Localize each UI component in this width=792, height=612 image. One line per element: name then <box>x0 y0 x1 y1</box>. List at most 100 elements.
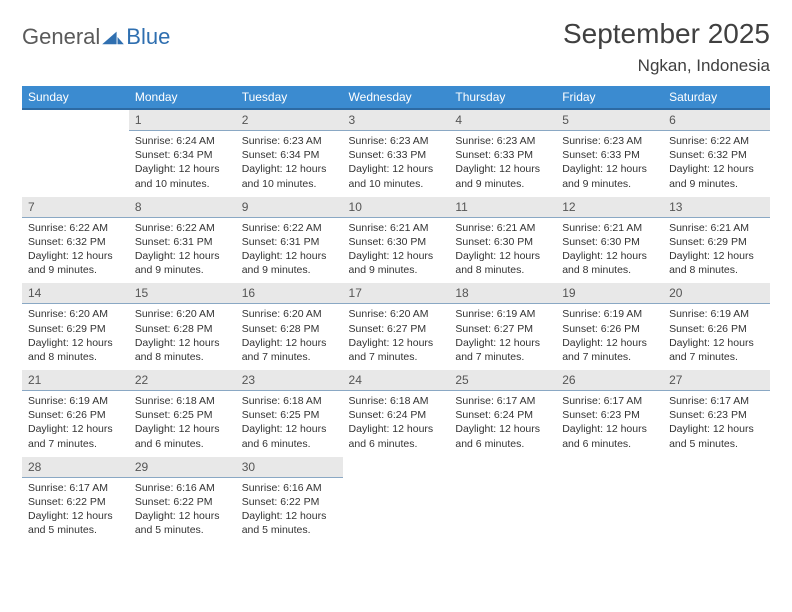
triangle-icon <box>102 28 124 46</box>
day-details: Sunrise: 6:16 AMSunset: 6:22 PMDaylight:… <box>236 478 343 544</box>
weekday-header: Wednesday <box>343 86 450 109</box>
day-number: 8 <box>129 197 236 218</box>
sunset-line: Sunset: 6:28 PM <box>135 322 230 336</box>
day-number-empty <box>22 110 129 130</box>
weekday-header: Sunday <box>22 86 129 109</box>
sunset-line: Sunset: 6:27 PM <box>455 322 550 336</box>
daylight-line: Daylight: 12 hours and 6 minutes. <box>242 422 337 450</box>
day-number: 2 <box>236 110 343 131</box>
sunrise-line: Sunrise: 6:18 AM <box>242 394 337 408</box>
sunrise-line: Sunrise: 6:20 AM <box>135 307 230 321</box>
sunset-line: Sunset: 6:33 PM <box>349 148 444 162</box>
calendar-cell: 30Sunrise: 6:16 AMSunset: 6:22 PMDayligh… <box>236 457 343 544</box>
day-number: 11 <box>449 197 556 218</box>
sunset-line: Sunset: 6:22 PM <box>28 495 123 509</box>
day-details: Sunrise: 6:17 AMSunset: 6:22 PMDaylight:… <box>22 478 129 544</box>
sunset-line: Sunset: 6:24 PM <box>349 408 444 422</box>
calendar-cell: 13Sunrise: 6:21 AMSunset: 6:29 PMDayligh… <box>663 197 770 284</box>
day-number: 4 <box>449 110 556 131</box>
daylight-line: Daylight: 12 hours and 8 minutes. <box>28 336 123 364</box>
day-details: Sunrise: 6:16 AMSunset: 6:22 PMDaylight:… <box>129 478 236 544</box>
location: Ngkan, Indonesia <box>563 56 770 76</box>
sunrise-line: Sunrise: 6:22 AM <box>242 221 337 235</box>
sunrise-line: Sunrise: 6:17 AM <box>28 481 123 495</box>
sunrise-line: Sunrise: 6:20 AM <box>28 307 123 321</box>
sunset-line: Sunset: 6:29 PM <box>28 322 123 336</box>
calendar-cell: 22Sunrise: 6:18 AMSunset: 6:25 PMDayligh… <box>129 370 236 457</box>
day-details: Sunrise: 6:22 AMSunset: 6:32 PMDaylight:… <box>22 218 129 284</box>
calendar-cell: 23Sunrise: 6:18 AMSunset: 6:25 PMDayligh… <box>236 370 343 457</box>
sunrise-line: Sunrise: 6:22 AM <box>28 221 123 235</box>
day-number: 1 <box>129 110 236 131</box>
calendar-week: 7Sunrise: 6:22 AMSunset: 6:32 PMDaylight… <box>22 197 770 284</box>
day-details: Sunrise: 6:23 AMSunset: 6:33 PMDaylight:… <box>556 131 663 197</box>
daylight-line: Daylight: 12 hours and 7 minutes. <box>669 336 764 364</box>
sunset-line: Sunset: 6:30 PM <box>562 235 657 249</box>
calendar-cell: 25Sunrise: 6:17 AMSunset: 6:24 PMDayligh… <box>449 370 556 457</box>
calendar-cell <box>22 109 129 197</box>
day-details: Sunrise: 6:23 AMSunset: 6:33 PMDaylight:… <box>343 131 450 197</box>
logo-text-general: General <box>22 24 100 50</box>
daylight-line: Daylight: 12 hours and 7 minutes. <box>28 422 123 450</box>
title-block: September 2025 Ngkan, Indonesia <box>563 18 770 76</box>
calendar-cell: 10Sunrise: 6:21 AMSunset: 6:30 PMDayligh… <box>343 197 450 284</box>
sunrise-line: Sunrise: 6:22 AM <box>135 221 230 235</box>
sunrise-line: Sunrise: 6:20 AM <box>349 307 444 321</box>
sunrise-line: Sunrise: 6:18 AM <box>349 394 444 408</box>
sunrise-line: Sunrise: 6:21 AM <box>669 221 764 235</box>
day-number: 17 <box>343 283 450 304</box>
day-details: Sunrise: 6:20 AMSunset: 6:28 PMDaylight:… <box>236 304 343 370</box>
daylight-line: Daylight: 12 hours and 10 minutes. <box>135 162 230 190</box>
sunset-line: Sunset: 6:33 PM <box>455 148 550 162</box>
calendar-cell <box>663 457 770 544</box>
calendar-cell <box>343 457 450 544</box>
calendar-cell <box>556 457 663 544</box>
day-number: 7 <box>22 197 129 218</box>
day-details: Sunrise: 6:19 AMSunset: 6:26 PMDaylight:… <box>556 304 663 370</box>
day-number: 16 <box>236 283 343 304</box>
day-details: Sunrise: 6:20 AMSunset: 6:29 PMDaylight:… <box>22 304 129 370</box>
daylight-line: Daylight: 12 hours and 9 minutes. <box>455 162 550 190</box>
day-details: Sunrise: 6:18 AMSunset: 6:25 PMDaylight:… <box>236 391 343 457</box>
sunset-line: Sunset: 6:34 PM <box>135 148 230 162</box>
header: General Blue September 2025 Ngkan, Indon… <box>22 18 770 76</box>
sunset-line: Sunset: 6:34 PM <box>242 148 337 162</box>
daylight-line: Daylight: 12 hours and 7 minutes. <box>349 336 444 364</box>
calendar-cell: 28Sunrise: 6:17 AMSunset: 6:22 PMDayligh… <box>22 457 129 544</box>
sunset-line: Sunset: 6:32 PM <box>669 148 764 162</box>
sunrise-line: Sunrise: 6:21 AM <box>562 221 657 235</box>
calendar-cell: 6Sunrise: 6:22 AMSunset: 6:32 PMDaylight… <box>663 109 770 197</box>
sunset-line: Sunset: 6:25 PM <box>135 408 230 422</box>
day-number: 14 <box>22 283 129 304</box>
calendar-table: SundayMondayTuesdayWednesdayThursdayFrid… <box>22 86 770 543</box>
sunset-line: Sunset: 6:31 PM <box>135 235 230 249</box>
weekday-header: Monday <box>129 86 236 109</box>
day-number: 15 <box>129 283 236 304</box>
sunrise-line: Sunrise: 6:17 AM <box>562 394 657 408</box>
sunrise-line: Sunrise: 6:22 AM <box>669 134 764 148</box>
calendar-cell: 26Sunrise: 6:17 AMSunset: 6:23 PMDayligh… <box>556 370 663 457</box>
calendar-body: 1Sunrise: 6:24 AMSunset: 6:34 PMDaylight… <box>22 109 770 543</box>
day-details: Sunrise: 6:19 AMSunset: 6:26 PMDaylight:… <box>22 391 129 457</box>
calendar-cell: 21Sunrise: 6:19 AMSunset: 6:26 PMDayligh… <box>22 370 129 457</box>
logo-text-blue: Blue <box>126 24 170 50</box>
calendar-head: SundayMondayTuesdayWednesdayThursdayFrid… <box>22 86 770 109</box>
day-number: 18 <box>449 283 556 304</box>
calendar-cell: 17Sunrise: 6:20 AMSunset: 6:27 PMDayligh… <box>343 283 450 370</box>
sunset-line: Sunset: 6:22 PM <box>242 495 337 509</box>
calendar-cell: 19Sunrise: 6:19 AMSunset: 6:26 PMDayligh… <box>556 283 663 370</box>
day-number: 9 <box>236 197 343 218</box>
daylight-line: Daylight: 12 hours and 5 minutes. <box>242 509 337 537</box>
day-number-empty <box>343 457 450 477</box>
daylight-line: Daylight: 12 hours and 6 minutes. <box>455 422 550 450</box>
weekday-header: Thursday <box>449 86 556 109</box>
calendar-cell: 3Sunrise: 6:23 AMSunset: 6:33 PMDaylight… <box>343 109 450 197</box>
sunset-line: Sunset: 6:29 PM <box>669 235 764 249</box>
day-number: 6 <box>663 110 770 131</box>
day-number: 21 <box>22 370 129 391</box>
sunset-line: Sunset: 6:23 PM <box>562 408 657 422</box>
sunset-line: Sunset: 6:26 PM <box>669 322 764 336</box>
daylight-line: Daylight: 12 hours and 8 minutes. <box>562 249 657 277</box>
sunrise-line: Sunrise: 6:21 AM <box>455 221 550 235</box>
calendar-cell: 8Sunrise: 6:22 AMSunset: 6:31 PMDaylight… <box>129 197 236 284</box>
